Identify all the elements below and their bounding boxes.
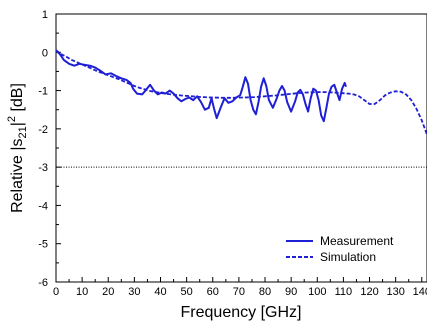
x-tick-label: 140 <box>413 286 427 298</box>
legend: Measurement Simulation <box>286 234 394 264</box>
x-tick-label: 120 <box>360 286 378 298</box>
series-line-simulation <box>55 49 427 135</box>
y-tick-label: -4 <box>38 200 48 212</box>
y-axis-title-bar: | <box>9 122 26 126</box>
data-point-simulation <box>87 66 88 67</box>
x-tick-label: 80 <box>259 286 271 298</box>
x-tick-label: 0 <box>53 286 59 298</box>
y-tick-label: 1 <box>42 9 48 21</box>
x-tick-label: 130 <box>386 286 404 298</box>
data-point-simulation <box>202 97 203 98</box>
x-tick-label: 60 <box>207 286 219 298</box>
legend-simulation-label: Simulation <box>320 250 376 264</box>
y-tick-label: -2 <box>38 124 48 136</box>
series-layer <box>55 49 427 135</box>
legend-measurement-label: Measurement <box>320 234 394 248</box>
axis-ticks: 010203040506070809010011012013014010-1-2… <box>38 9 427 298</box>
y-axis-title-suffix: [dB] <box>9 83 26 116</box>
y-axis-title-superscript: 2 <box>6 116 18 122</box>
y-axis-title-prefix: Relative |s <box>9 139 26 213</box>
x-tick-label: 100 <box>308 286 326 298</box>
data-point-simulation <box>327 92 328 93</box>
x-tick-label: 40 <box>154 286 166 298</box>
x-tick-label: 50 <box>181 286 193 298</box>
y-axis-title-subscript: 21 <box>17 126 29 138</box>
y-tick-label: 0 <box>42 47 48 59</box>
x-tick-label: 90 <box>285 286 297 298</box>
x-tick-label: 70 <box>233 286 245 298</box>
y-axis-title: Relative |s21|2 [dB] <box>6 83 29 213</box>
y-tick-label: -6 <box>38 277 48 289</box>
data-point-simulation <box>244 97 245 98</box>
x-tick-label: 20 <box>102 286 114 298</box>
x-tick-label: 30 <box>128 286 140 298</box>
y-tick-label: -1 <box>38 86 48 98</box>
x-axis-title: Frequency [GHz] <box>181 304 302 321</box>
y-tick-label: -3 <box>38 162 48 174</box>
x-tick-label: 110 <box>335 286 353 298</box>
y-tick-label: -5 <box>38 239 48 251</box>
x-tick-label: 10 <box>76 286 88 298</box>
series-line-measurement <box>55 49 347 123</box>
data-point-simulation <box>97 71 98 72</box>
data-point-simulation <box>92 69 93 70</box>
